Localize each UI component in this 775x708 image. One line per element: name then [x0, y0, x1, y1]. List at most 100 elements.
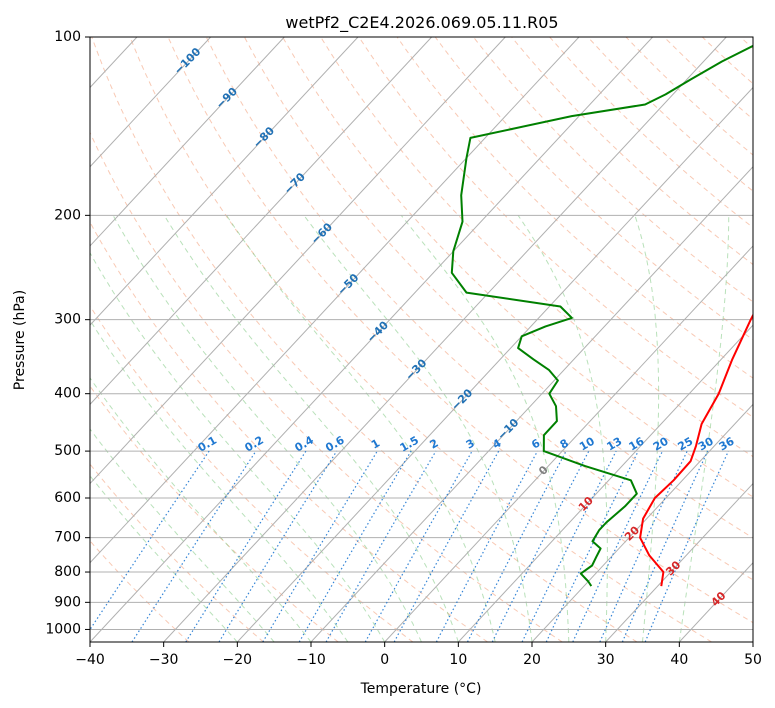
x-tick-label: −30	[149, 652, 179, 668]
dry-adiabat	[549, 37, 753, 229]
dewpoint-profile-line	[450, 44, 753, 587]
background-lines	[0, 37, 753, 642]
moist-adiabat	[90, 474, 238, 642]
moist-adiabat	[90, 251, 386, 642]
mixing-ratio-line	[491, 450, 590, 642]
isotherm-line	[0, 37, 63, 642]
y-tick-label: 400	[54, 386, 81, 402]
y-tick-label: 700	[54, 530, 81, 546]
isotherm-line	[90, 37, 580, 564]
mixing-ratio-line	[393, 450, 500, 642]
x-tick-label: −20	[223, 652, 253, 668]
moist-adiabat	[163, 215, 459, 642]
x-tick-label: −10	[296, 652, 326, 668]
dry-adiabat	[244, 37, 753, 539]
y-tick-label: 500	[54, 443, 81, 459]
moist-adiabat	[226, 215, 496, 642]
dry-adiabat	[205, 37, 753, 581]
y-tick-label: 600	[54, 490, 81, 506]
y-axis-title: Pressure (hPa)	[12, 290, 28, 390]
isotherm-line	[236, 86, 753, 642]
x-tick-label: 50	[744, 652, 762, 668]
y-tick-label: 100	[54, 29, 81, 45]
dry-adiabat	[701, 37, 753, 85]
mixing-ratio-line	[545, 450, 639, 642]
mixing-ratio-line	[298, 450, 412, 642]
y-tick-label: 200	[54, 207, 81, 223]
dry-adiabat	[663, 37, 753, 120]
dry-adiabat	[90, 131, 563, 642]
x-tick-label: 10	[449, 652, 467, 668]
mixing-ratio-line	[364, 450, 473, 642]
dry-adiabat	[587, 37, 753, 192]
mixing-ratio-line	[218, 450, 338, 642]
x-tick-label: 0	[380, 652, 389, 668]
dry-adiabat	[396, 37, 753, 379]
isotherm-line	[384, 245, 753, 642]
dry-adiabat	[358, 37, 753, 418]
dry-adiabat	[90, 540, 190, 642]
isotherm-line	[752, 641, 753, 642]
dry-adiabat	[434, 37, 753, 341]
moist-adiabat	[678, 215, 730, 642]
temperature-profile-line	[639, 313, 753, 587]
isotherm-line	[90, 37, 285, 247]
dry-adiabat	[90, 221, 488, 642]
isotherm-line	[457, 324, 753, 642]
dry-adiabat	[90, 463, 264, 642]
mixing-ratio-line	[572, 450, 664, 642]
moist-adiabat	[634, 215, 660, 642]
isotherm-line	[531, 403, 753, 642]
moist-adiabat	[90, 319, 349, 642]
isotherm-line	[163, 37, 727, 642]
y-tick-label: 1000	[45, 621, 81, 637]
dry-adiabat	[91, 37, 638, 642]
mixing-ratio-line	[262, 450, 378, 642]
isotherm-line	[310, 165, 753, 642]
x-tick-label: −40	[75, 652, 105, 668]
isotherm-line	[605, 482, 753, 642]
series-layer	[450, 44, 753, 587]
moist-adiabat	[90, 428, 275, 642]
y-tick-label: 900	[54, 594, 81, 610]
dry-adiabat	[625, 37, 753, 156]
dry-adiabat	[129, 37, 712, 642]
moist-adiabat	[112, 215, 422, 642]
plot-frame	[89, 36, 754, 643]
moist-adiabat	[303, 215, 533, 642]
mixing-ratio-line	[435, 450, 539, 642]
chart-title: wetPf2_C2E4.2026.069.05.11.R05	[285, 13, 558, 33]
isotherm-line	[90, 37, 433, 406]
isotherm-line	[678, 562, 753, 642]
moist-adiabat	[517, 215, 608, 642]
y-tick-label: 300	[54, 312, 81, 328]
mixing-ratio-line	[185, 450, 307, 642]
mixing-ratio-line	[521, 450, 617, 642]
x-tick-label: 30	[597, 652, 615, 668]
dry-adiabat	[282, 37, 753, 498]
x-tick-label: 20	[523, 652, 541, 668]
mixing-ratio-label: 2	[428, 437, 441, 452]
y-tick-label: 800	[54, 564, 81, 580]
x-axis-title: Temperature (°C)	[360, 681, 482, 697]
mixing-ratio-label: 1	[369, 437, 382, 452]
moist-adiabat	[400, 214, 570, 642]
y-axis: 100 200 300 400 500 600 700 800 900 1000	[45, 29, 90, 637]
dry-adiabat	[740, 37, 753, 50]
mixing-ratio-line	[90, 450, 210, 631]
isotherm-line	[90, 37, 654, 642]
isotherm-line	[90, 37, 359, 326]
mixing-ratio-line	[644, 450, 729, 642]
x-axis: −40 −30 −20 −10 0 10 20 30 40 50	[75, 642, 762, 668]
x-tick-label: 40	[670, 652, 688, 668]
dry-adiabat	[167, 37, 753, 624]
dry-adiabat	[320, 37, 753, 458]
moist-adiabat	[90, 377, 312, 642]
dry-adiabat	[90, 305, 414, 642]
isotherm-line	[90, 37, 506, 485]
dry-adiabat	[511, 37, 753, 266]
dry-adiabat	[90, 385, 339, 642]
isotherm-line	[90, 37, 212, 168]
